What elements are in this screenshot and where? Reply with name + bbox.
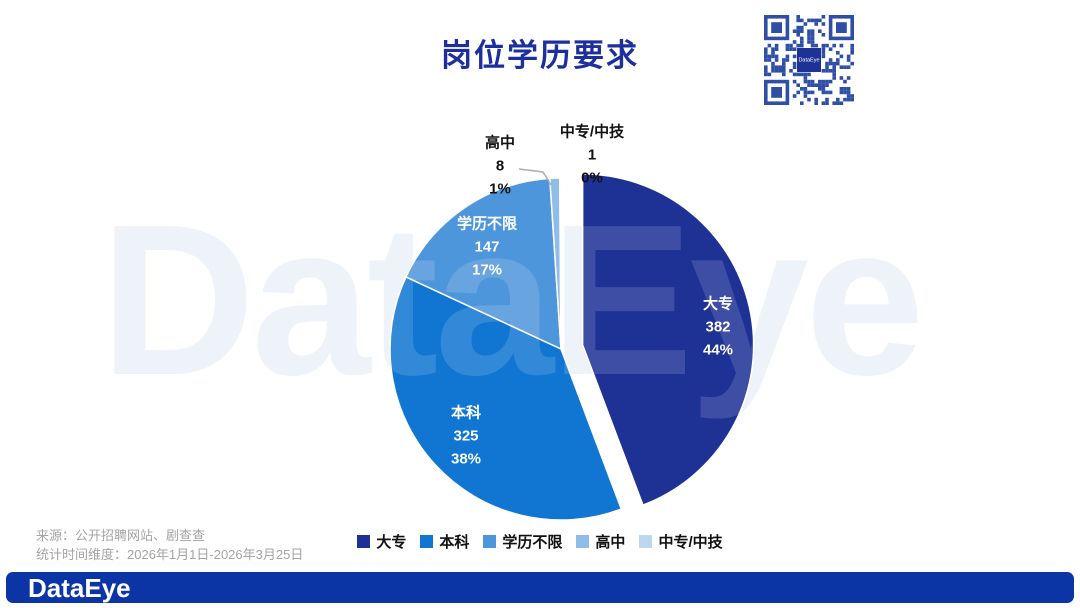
qr-code: DataEye <box>764 15 854 105</box>
slice-name: 大专 <box>702 295 733 313</box>
chart-legend: 大专 本科 学历不限 高中 中专/中技 <box>0 531 1080 552</box>
legend-label: 本科 <box>439 534 470 551</box>
pie-slice-大专 <box>581 173 755 507</box>
slice-value: 1 <box>587 146 597 164</box>
slice-name: 高中 <box>484 134 516 152</box>
legend-swatch-icon <box>639 535 653 548</box>
legend-label: 高中 <box>595 534 626 551</box>
slice-value: 147 <box>474 238 500 256</box>
slice-value: 8 <box>495 157 505 175</box>
pie-slice-学历不限 <box>404 177 562 351</box>
legend-label: 大专 <box>376 534 407 551</box>
qr-center-logo: DataEye <box>798 58 819 64</box>
slice-label-benke: 本科 325 38% <box>451 402 481 471</box>
legend-label: 中专/中技 <box>658 534 723 551</box>
slice-name: 本科 <box>450 404 481 422</box>
legend-label: 学历不限 <box>502 534 563 551</box>
legend-swatch-icon <box>420 535 434 548</box>
leader-line-gaozhong <box>518 168 552 186</box>
slice-pct: 38% <box>450 450 482 468</box>
source-note: 来源：公开招聘网站、剧查查 统计时间维度：2026年1月1日-2026年3月25… <box>36 526 303 564</box>
legend-item-benke: 本科 <box>420 531 469 552</box>
legend-item-dazhuan: 大专 <box>357 531 406 552</box>
source-line-1: 来源：公开招聘网站、剧查查 <box>36 528 206 543</box>
dataeye-logo: DataEye <box>28 573 131 603</box>
slice-pct: 0% <box>581 169 603 187</box>
slice-pct: 44% <box>702 341 734 359</box>
legend-swatch-icon <box>483 535 497 548</box>
legend-item-xueli-buxian: 学历不限 <box>483 531 562 552</box>
slice-label-gaozhong: 高中 8 1% <box>485 132 515 201</box>
legend-item-gaozhong: 高中 <box>576 531 625 552</box>
pie-slice-中专/中技 <box>558 177 562 350</box>
legend-item-zhongzhuan: 中专/中技 <box>639 531 723 552</box>
slice-value: 382 <box>705 318 731 336</box>
page-title: 岗位学历要求 <box>441 38 639 73</box>
slice-value: 325 <box>453 427 479 445</box>
slice-name: 中专/中技 <box>559 123 625 141</box>
bottom-bar: DataEye <box>6 572 1074 603</box>
qr-code-image: DataEye <box>764 15 854 105</box>
slice-name: 学历不限 <box>456 215 518 233</box>
pie-slice-本科 <box>389 275 623 521</box>
slice-label-xueli-buxian: 学历不限 147 17% <box>457 213 517 282</box>
slice-pct: 17% <box>471 261 503 279</box>
slice-label-zhongzhuan: 中专/中技 1 0% <box>560 121 624 190</box>
source-line-2: 统计时间维度：2026年1月1日-2026年3月25日 <box>36 547 304 562</box>
slice-label-dazhuan: 大专 382 44% <box>703 293 733 362</box>
legend-swatch-icon <box>357 535 371 548</box>
legend-swatch-icon <box>576 535 590 548</box>
slice-pct: 1% <box>489 180 511 198</box>
